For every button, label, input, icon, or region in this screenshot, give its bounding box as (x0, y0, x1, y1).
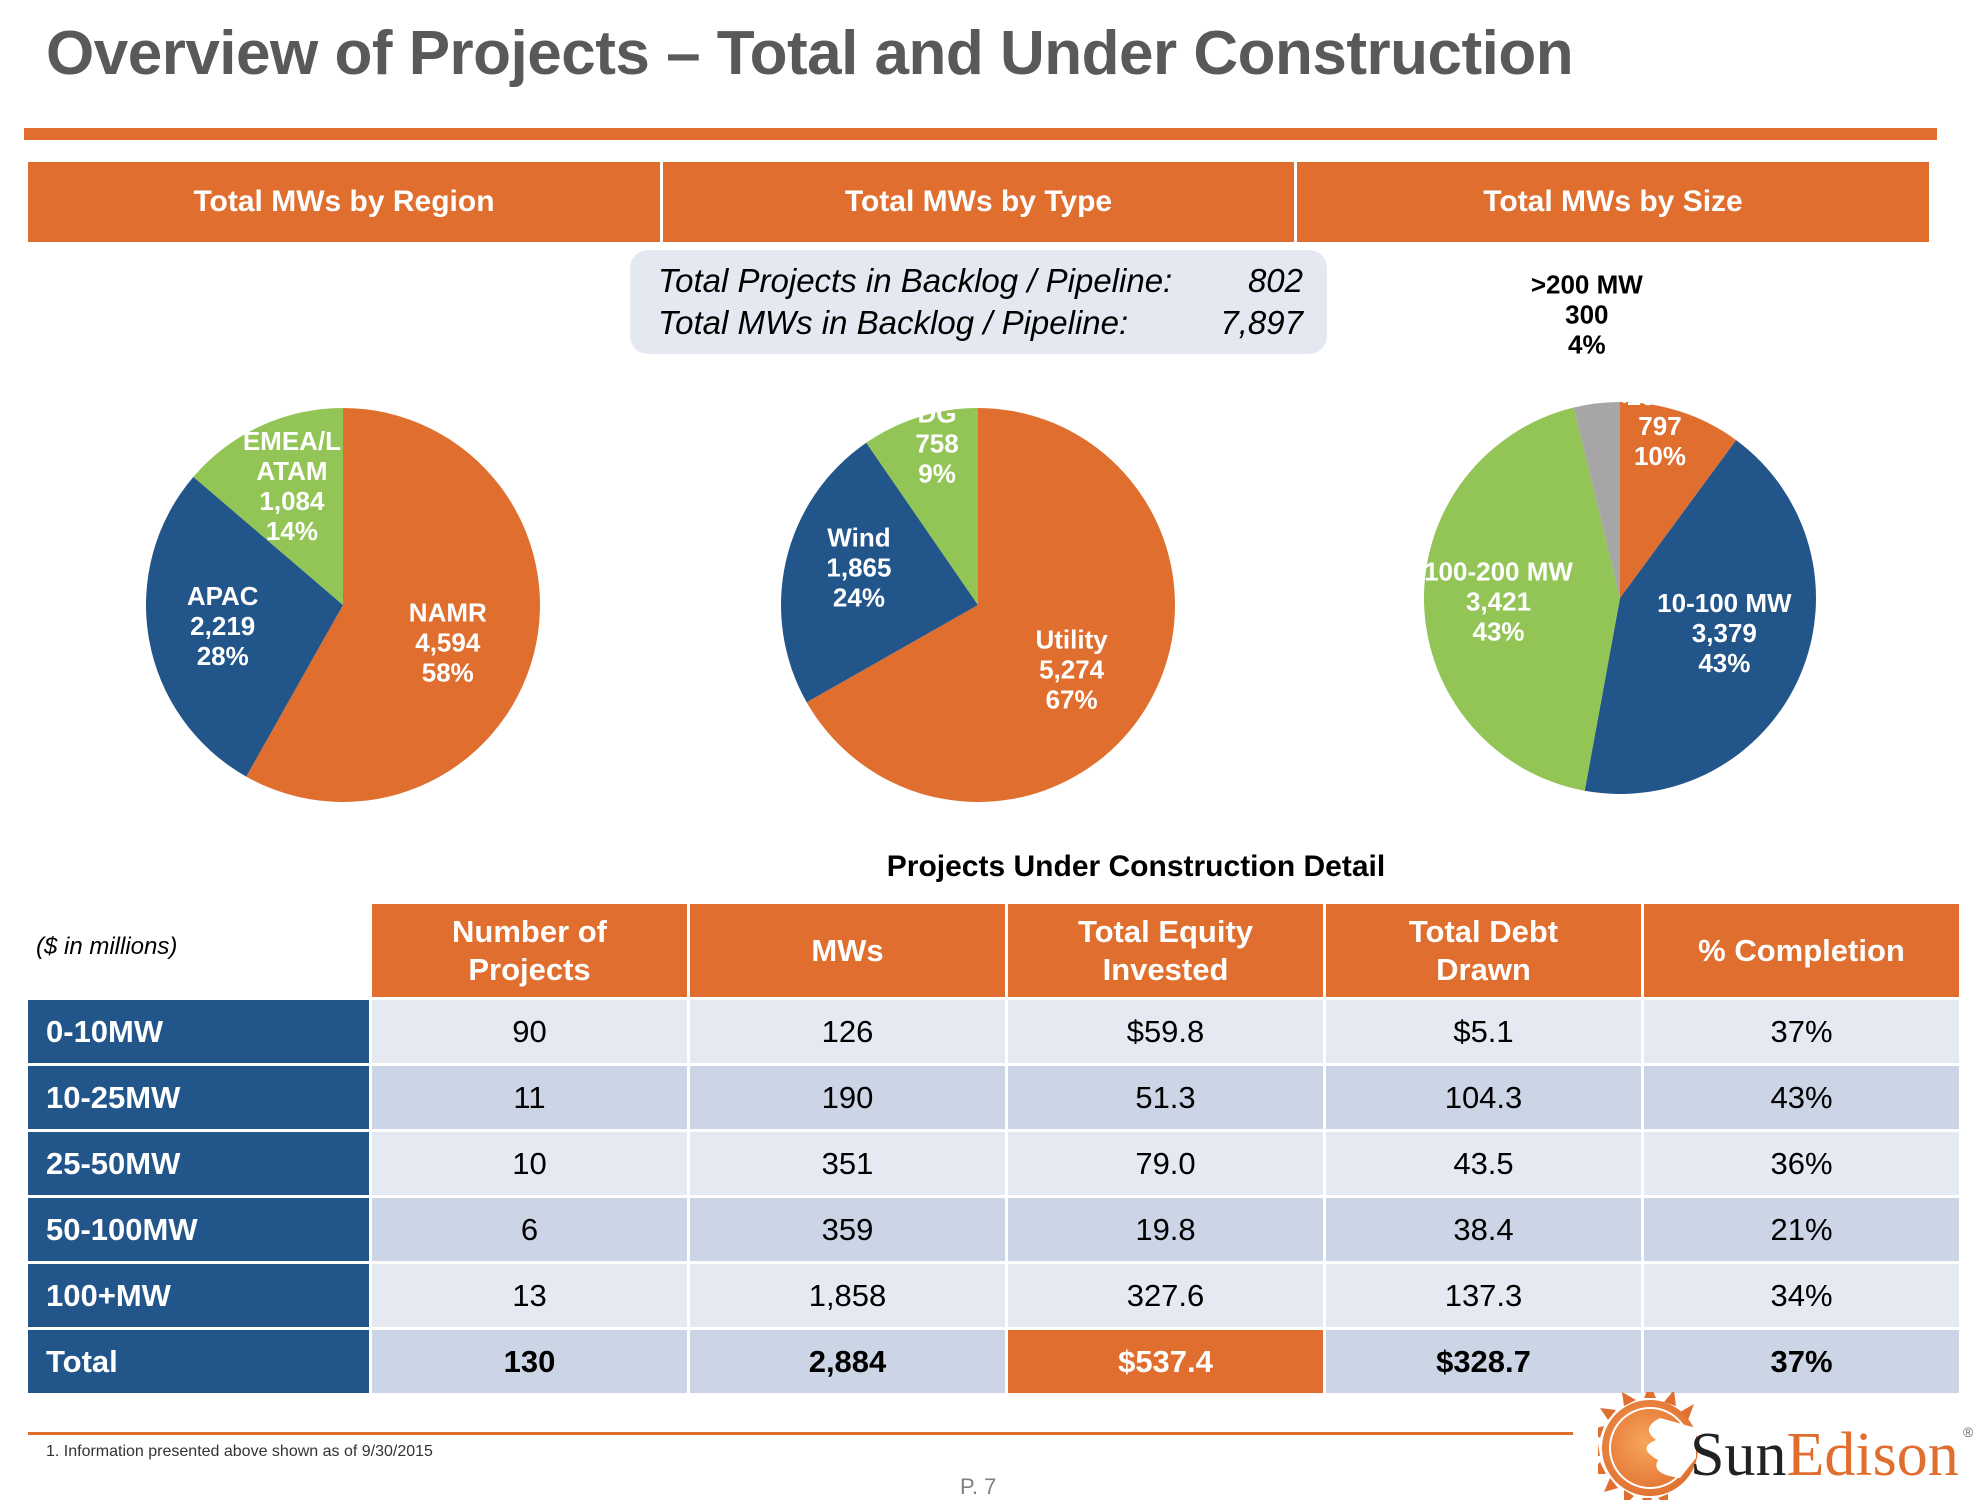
pie-slice-label: NAMR 4,594 58% (409, 598, 487, 688)
table-cell: 1,858 (690, 1264, 1005, 1327)
table-cell: 19.8 (1008, 1198, 1323, 1261)
table-cell: 36% (1644, 1132, 1959, 1195)
brand-logo-text: SunEdison (1690, 1420, 1959, 1491)
pie-chart-0: NAMR 4,594 58% APAC 2,219 28% EMEA/L ATAM 1,084 1… (145, 408, 540, 802)
section-header-size: Total MWs by Size (1297, 162, 1929, 242)
table-cell: 13 (372, 1264, 687, 1327)
page-number: P. 7 (960, 1474, 997, 1499)
registered-mark: ® (1963, 1424, 1974, 1440)
table-cell: 126 (690, 1000, 1005, 1063)
construction-detail-table: Number of Projects MWs Total Equity Invest… (25, 901, 1962, 1396)
table-row: 10-25MW 11 190 51.3 104.3 43% (28, 1066, 1959, 1129)
row-label: 25-50MW (28, 1132, 369, 1195)
table-cell: 43% (1644, 1066, 1959, 1129)
table-cell: 137.3 (1326, 1264, 1641, 1327)
table-cell: $328.7 (1326, 1330, 1641, 1393)
pie-slice-label: EMEA/L ATAM 1,084 14% (243, 426, 341, 546)
summary-label: Total Projects in Backlog / Pipeline: (658, 262, 1173, 299)
table-cell: 79.0 (1008, 1132, 1323, 1195)
table-title: Projects Under Construction Detail (886, 850, 1386, 883)
pie-slice (1584, 440, 1816, 794)
pie-slice (1573, 402, 1620, 598)
header-blank (28, 904, 369, 997)
pipeline-summary-box: Total Projects in Backlog / Pipeline: 80… (630, 250, 1327, 354)
footer-divider (28, 1432, 1573, 1435)
table-header-row: Number of Projects MWs Total Equity Invest… (28, 904, 1959, 997)
units-note: ($ in millions) (36, 933, 178, 960)
table-cell: 34% (1644, 1264, 1959, 1327)
section-header-type: Total MWs by Type (663, 162, 1294, 242)
pie-chart-2: <10 MW 797 10% 10-100 MW 3,379 43% 100-200 MW 3… (1424, 270, 1816, 794)
table-cell: 359 (690, 1198, 1005, 1261)
table-cell: 190 (690, 1066, 1005, 1129)
header-total-equity: Total Equity Invested (1008, 904, 1323, 997)
summary-value: 802 (1247, 262, 1303, 299)
section-header-region: Total MWs by Region (28, 162, 660, 242)
page-title: Overview of Projects – Total and Under C… (46, 19, 1574, 88)
table-cell: 2,884 (690, 1330, 1005, 1393)
table-cell: 21% (1644, 1198, 1959, 1261)
header-mws: MWs (690, 904, 1005, 997)
footnote: 1. Information presented above shown as … (46, 1443, 433, 1460)
table-cell: 10 (372, 1132, 687, 1195)
table-cell: 37% (1644, 1330, 1959, 1393)
table-cell: 104.3 (1326, 1066, 1641, 1129)
table-row: 0-10MW 90 126 $59.8 $5.1 37% (28, 1000, 1959, 1063)
pie-slice-label: Wind 1,865 24% (826, 523, 891, 613)
pie-chart-1: Utility 5,274 67% Wind 1,865 24% DG 758 9% (781, 398, 1175, 802)
table-cell: $537.4 (1008, 1330, 1323, 1393)
pie-slice (806, 408, 1175, 802)
table-cell: 6 (372, 1198, 687, 1261)
pie-slice (1424, 407, 1620, 791)
pie-slice (145, 476, 343, 777)
pie-slice-label: >200 MW 300 4% (1531, 270, 1643, 360)
pie-slice-label: <10 MW 797 10% (1611, 381, 1709, 471)
pie-slice-label: 100-200 MW 3,421 43% (1424, 557, 1573, 647)
table-row: 50-100MW 6 359 19.8 38.4 21% (28, 1198, 1959, 1261)
title-divider (24, 128, 1937, 140)
table-cell: $59.8 (1008, 1000, 1323, 1063)
table-cell: 351 (690, 1132, 1005, 1195)
pie-slice-label: Utility 5,274 67% (1036, 625, 1109, 715)
header-completion: % Completion (1644, 904, 1959, 997)
table-cell: 90 (372, 1000, 687, 1063)
pie-slice (781, 442, 978, 703)
summary-label: Total MWs in Backlog / Pipeline: (658, 304, 1129, 341)
table-cell: 43.5 (1326, 1132, 1641, 1195)
pie-slice (866, 408, 978, 605)
row-label: 50-100MW (28, 1198, 369, 1261)
pie-slice (246, 408, 540, 802)
table-row: 100+MW 13 1,858 327.6 137.3 34% (28, 1264, 1959, 1327)
summary-value: 7,897 (1220, 304, 1303, 341)
pie-slice (193, 408, 343, 605)
table-cell: 130 (372, 1330, 687, 1393)
pie-slice (1620, 402, 1737, 598)
pie-slice-label: 10-100 MW 3,379 43% (1657, 588, 1792, 678)
table-cell: 37% (1644, 1000, 1959, 1063)
table-cell: $5.1 (1326, 1000, 1641, 1063)
table-total-row: Total 130 2,884 $537.4 $328.7 37% (28, 1330, 1959, 1393)
logo-text-edison: Edison (1786, 1421, 1959, 1489)
pie-slice-label: APAC 2,219 28% (187, 581, 259, 671)
table-cell: 38.4 (1326, 1198, 1641, 1261)
header-number-of-projects: Number of Projects (372, 904, 687, 997)
pie-charts: NAMR 4,594 58% APAC 2,219 28% EMEA/L ATAM 1,084 1… (145, 270, 1816, 802)
row-label: 0-10MW (28, 1000, 369, 1063)
table-cell: 51.3 (1008, 1066, 1323, 1129)
summary-row-projects: Total Projects in Backlog / Pipeline: 80… (658, 262, 1303, 300)
pie-slice-label: DG 758 9% (915, 398, 958, 488)
row-label: 10-25MW (28, 1066, 369, 1129)
sun-swirl-logo-icon (1598, 1392, 1698, 1500)
row-label: Total (28, 1330, 369, 1393)
summary-row-mws: Total MWs in Backlog / Pipeline: 7,897 (658, 304, 1303, 342)
row-label: 100+MW (28, 1264, 369, 1327)
logo-text-sun: Sun (1690, 1421, 1787, 1489)
table-cell: 11 (372, 1066, 687, 1129)
table-row: 25-50MW 10 351 79.0 43.5 36% (28, 1132, 1959, 1195)
table-cell: 327.6 (1008, 1264, 1323, 1327)
header-total-debt: Total Debt Drawn (1326, 904, 1641, 997)
